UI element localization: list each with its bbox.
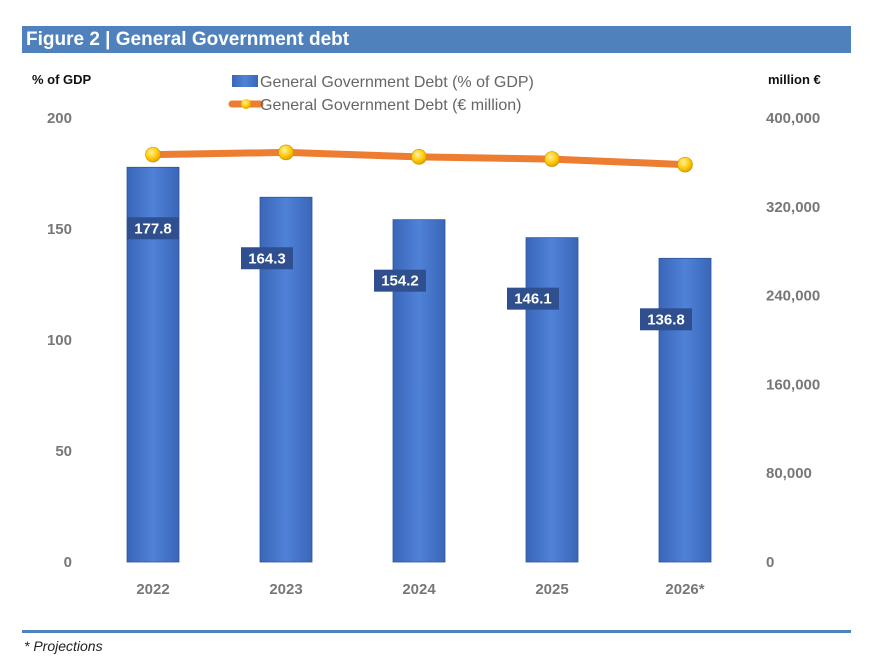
data-label: 136.8: [647, 311, 685, 328]
right-axis-tick: 400,000: [766, 110, 820, 127]
bar: [525, 237, 579, 563]
figure-title: Figure 2 | General Government debt: [22, 26, 851, 53]
legend: General Government Debt (% of GDP) Gener…: [228, 74, 534, 114]
legend-bar-label: General Government Debt (% of GDP): [260, 74, 534, 91]
x-axis-tick: 2026*: [665, 581, 704, 598]
data-label: 154.2: [381, 273, 419, 290]
right-axis-tick: 160,000: [766, 376, 820, 393]
data-label-box: [374, 269, 426, 292]
line-marker: [145, 146, 161, 163]
data-label-box: [241, 247, 293, 270]
x-axis-tick: 2023: [269, 581, 302, 598]
line-marker: [544, 151, 560, 167]
x-axis-tick: 2022: [136, 581, 169, 598]
x-axis-tick: 2024: [402, 581, 436, 598]
left-axis-tick: 200: [47, 110, 72, 127]
footnote: * Projections: [24, 638, 103, 654]
data-label-box: [640, 308, 692, 331]
x-axis-tick: 2025: [535, 581, 568, 598]
legend-bar-swatch: [232, 75, 258, 87]
left-axis-tick: 100: [47, 332, 72, 349]
right-axis-label: million €: [768, 72, 821, 87]
legend-marker-swatch: [241, 99, 251, 109]
data-label-box: [127, 217, 179, 240]
left-axis-tick: 0: [64, 554, 72, 571]
line-marker: [278, 144, 294, 161]
left-axis-label: % of GDP: [32, 72, 92, 87]
left-axis-tick: 150: [47, 221, 72, 238]
data-label: 146.1: [514, 291, 552, 308]
right-axis-tick: 0: [766, 554, 774, 571]
legend-line-label: General Government Debt (€ million): [260, 97, 521, 114]
left-axis-tick: 50: [55, 443, 72, 460]
right-axis-tick: 80,000: [766, 465, 812, 482]
data-label: 177.8: [134, 220, 172, 237]
line-marker: [677, 156, 693, 173]
bar: [658, 257, 712, 563]
data-label: 164.3: [248, 250, 286, 267]
chart: % of GDP million € General Government De…: [32, 72, 821, 598]
line-marker: [411, 149, 427, 165]
right-axis-tick: 320,000: [766, 199, 820, 216]
right-axis-tick: 240,000: [766, 288, 820, 305]
data-label-box: [507, 287, 559, 310]
footer-rule: [22, 630, 851, 633]
